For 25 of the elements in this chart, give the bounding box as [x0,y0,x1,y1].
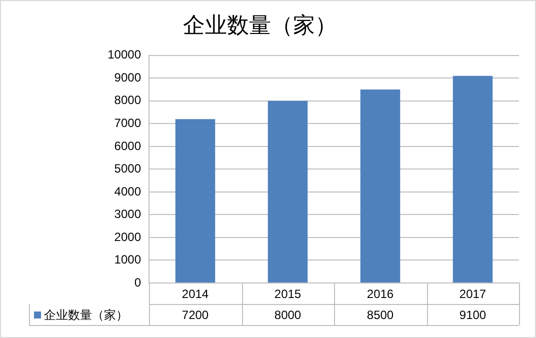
y-tick-label: 8000 [114,93,142,108]
y-tick-label: 4000 [114,184,142,198]
x-tick-label: 2017 [459,286,486,301]
x-tick-label: 2014 [182,286,209,301]
y-tick-label: 10000 [108,48,142,62]
bar [175,119,216,282]
y-tick-label: 0 [134,275,142,290]
data-label: 8500 [366,308,394,322]
chart-title: 企业数量（家） [183,12,337,38]
y-tick-label: 9000 [114,70,142,84]
x-tick-label: 2015 [274,286,302,301]
y-tick-label: 2000 [114,230,142,244]
x-tick-label: 2016 [366,286,394,301]
y-tick-label: 1000 [114,252,142,267]
y-tick-label: 7000 [114,116,142,130]
data-label: 8000 [274,308,302,322]
data-label: 7200 [182,308,209,322]
legend-label: 企业数量（家） [44,308,128,322]
bar [360,90,400,282]
bar [452,76,493,282]
y-tick-label: 5000 [114,162,142,176]
y-tick-label: 6000 [114,138,142,153]
data-label: 9100 [459,308,486,322]
y-tick-label: 3000 [114,207,142,222]
bar [268,100,308,282]
